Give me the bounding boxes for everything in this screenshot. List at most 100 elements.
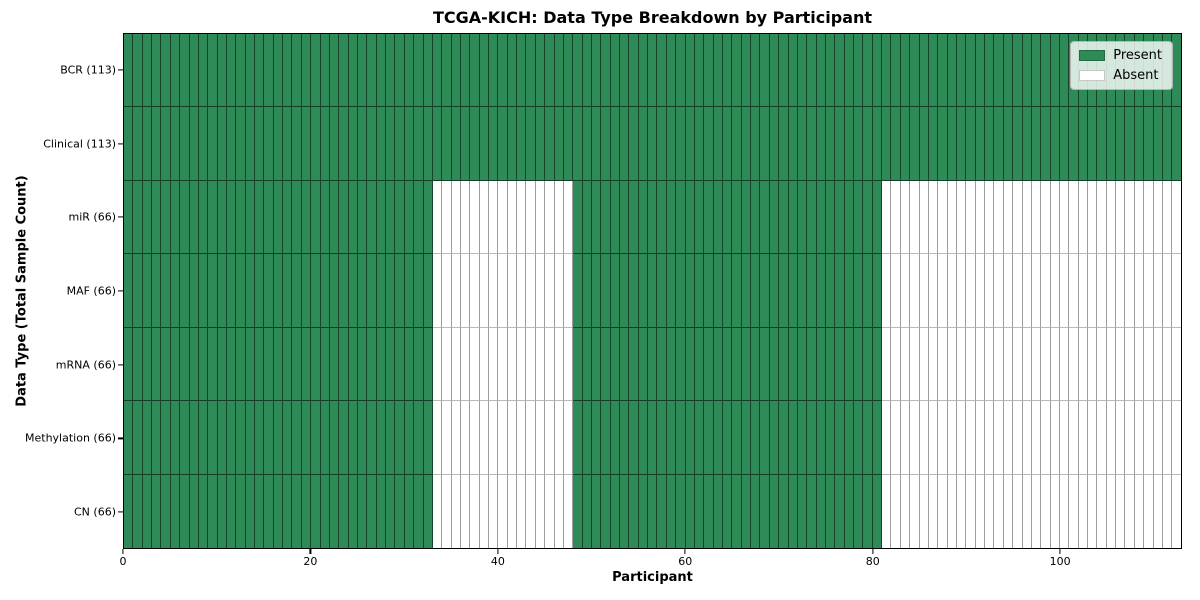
heatmap-cell-absent (442, 327, 452, 402)
heatmap-cell-absent (563, 254, 574, 328)
heatmap-cell-present (751, 327, 761, 402)
heatmap-cell-absent (535, 254, 546, 328)
heatmap-cell-present (751, 474, 761, 548)
heatmap-cell-present (835, 107, 845, 181)
heatmap-cell-present (732, 254, 742, 328)
heatmap-cell-present (872, 401, 883, 475)
heatmap-cell-absent (1134, 180, 1145, 255)
heatmap-cell-present (226, 34, 237, 108)
heatmap-cell-absent (910, 254, 920, 328)
heatmap-cell-present (152, 474, 162, 548)
heatmap-cell-absent (489, 401, 499, 475)
heatmap-cell-present (320, 401, 330, 475)
heatmap-cell-present (638, 401, 649, 475)
heatmap-cell-present (985, 34, 995, 108)
heatmap-cell-present (208, 327, 218, 402)
heatmap-cell-present (142, 107, 153, 181)
heatmap-cell-absent (1031, 474, 1042, 548)
heatmap-cell-present (938, 107, 948, 181)
heatmap-cell-present (423, 34, 433, 108)
heatmap-cell-present (685, 34, 695, 108)
heatmap-cell-present (657, 254, 667, 328)
heatmap-cell-present (863, 401, 873, 475)
heatmap-cell-present (1144, 107, 1154, 181)
heatmap-cell-absent (1003, 327, 1014, 402)
x-tick-mark (309, 549, 312, 554)
heatmap-cell-present (264, 254, 274, 328)
heatmap-cell-present (517, 34, 527, 108)
heatmap-cell-present (470, 34, 480, 108)
heatmap-cell-present (526, 107, 536, 181)
heatmap-cell-present (1022, 34, 1032, 108)
heatmap-cell-present (882, 107, 892, 181)
heatmap-cell-present (292, 474, 302, 548)
heatmap-cell-present (498, 34, 508, 108)
heatmap-cell-present (648, 254, 658, 328)
heatmap-cell-absent (554, 254, 564, 328)
heatmap-cell-present (180, 34, 190, 108)
heatmap-cell-present (152, 34, 162, 108)
heatmap-cell-present (339, 107, 349, 181)
heatmap-cell-absent (994, 180, 1004, 255)
heatmap-cell-present (1059, 107, 1070, 181)
heatmap-cell-present (320, 34, 330, 108)
y-tick-mark (118, 364, 123, 366)
heatmap-cell-present (226, 327, 237, 402)
heatmap-cell-present (582, 327, 592, 402)
heatmap-cell-present (788, 34, 798, 108)
heatmap-cell-present (142, 254, 153, 328)
heatmap-cell-present (769, 180, 780, 255)
heatmap-row (124, 34, 1181, 108)
heatmap-cell-present (797, 401, 808, 475)
heatmap-cell-present (816, 180, 826, 255)
heatmap-cell-present (414, 474, 424, 548)
heatmap-cell-absent (1172, 474, 1181, 548)
heatmap-cell-present (685, 180, 695, 255)
heatmap-cell-absent (1041, 180, 1051, 255)
heatmap-cell-present (723, 254, 733, 328)
heatmap-cell-present (844, 180, 855, 255)
heatmap-cell-present (657, 107, 667, 181)
heatmap-cell-present (928, 107, 939, 181)
heatmap-cell-present (535, 107, 546, 181)
heatmap-cell-present (142, 327, 153, 402)
heatmap-row (124, 401, 1181, 475)
heatmap-cell-present (255, 474, 265, 548)
heatmap-cell-absent (1153, 401, 1163, 475)
heatmap-cell-present (994, 107, 1004, 181)
heatmap-cell-present (1125, 107, 1135, 181)
heatmap-cell-present (395, 254, 405, 328)
heatmap-cell-present (694, 327, 705, 402)
heatmap-cell-absent (1088, 327, 1098, 402)
heatmap-cell-present (320, 254, 330, 328)
heatmap-cell-present (161, 107, 171, 181)
heatmap-cell-present (573, 401, 583, 475)
heatmap-cell-absent (535, 401, 546, 475)
heatmap-cell-present (723, 107, 733, 181)
heatmap-cell-absent (1003, 401, 1014, 475)
heatmap-cell-present (797, 34, 808, 108)
heatmap-cell-present (292, 254, 302, 328)
heatmap-cell-present (919, 107, 929, 181)
heatmap-cell-present (947, 107, 957, 181)
heatmap-cell-present (264, 180, 274, 255)
heatmap-cell-present (844, 401, 855, 475)
heatmap-cell-absent (975, 254, 986, 328)
heatmap-cell-present (320, 180, 330, 255)
heatmap-cell-present (966, 107, 976, 181)
heatmap-cell-present (666, 474, 677, 548)
heatmap-cell-absent (928, 254, 939, 328)
heatmap-cell-present (255, 401, 265, 475)
heatmap-cell-present (545, 34, 555, 108)
x-tick-label: 40 (490, 555, 505, 568)
heatmap-cell-absent (1022, 327, 1032, 402)
heatmap-cell-present (601, 107, 611, 181)
heatmap-cell-present (414, 327, 424, 402)
heatmap-cell-present (208, 401, 218, 475)
heatmap-cell-present (788, 254, 798, 328)
heatmap-cell-present (189, 254, 199, 328)
heatmap-cell-absent (966, 474, 976, 548)
heatmap-cell-absent (975, 327, 986, 402)
heatmap-cell-absent (985, 401, 995, 475)
heatmap-cell-present (208, 34, 218, 108)
